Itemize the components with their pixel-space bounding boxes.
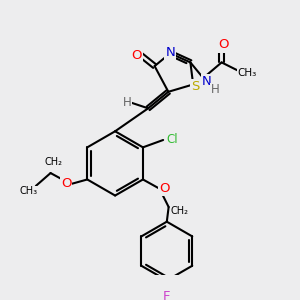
Text: CH₂: CH₂ [44,157,62,167]
Text: N: N [202,75,212,88]
Text: H: H [123,96,131,109]
Text: S: S [191,80,199,93]
Text: F: F [163,290,171,300]
Text: CH₃: CH₃ [238,68,257,77]
Text: CH₃: CH₃ [20,186,38,197]
Text: CH₂: CH₂ [171,206,189,216]
Text: O: O [159,182,169,195]
Text: H: H [211,83,220,97]
Text: O: O [131,49,142,62]
Text: N: N [165,46,175,59]
Text: O: O [61,177,71,190]
Text: Cl: Cl [167,133,178,146]
Text: O: O [218,38,229,52]
